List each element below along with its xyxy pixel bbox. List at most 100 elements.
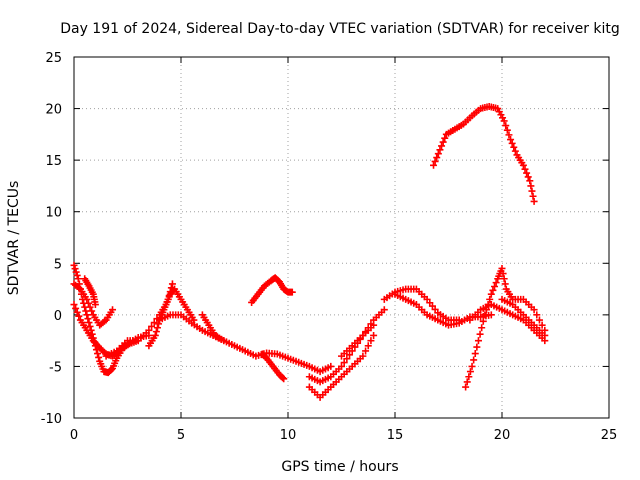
data-point [526, 177, 534, 185]
y-tick-label: 20 [45, 103, 62, 118]
x-tick-label: 5 [177, 428, 185, 443]
data-point [489, 286, 497, 294]
x-tick-label: 20 [494, 428, 511, 443]
data-point [434, 150, 442, 158]
data-point [507, 136, 515, 144]
y-tick-label: 5 [54, 257, 62, 272]
y-tick-label: 25 [45, 51, 62, 66]
data-point [476, 330, 484, 338]
data-point [481, 311, 489, 319]
data-point [500, 275, 508, 283]
data-point [83, 311, 91, 319]
data-point [486, 295, 494, 303]
data-point [73, 308, 81, 316]
data-point [73, 271, 81, 279]
series-track-11 [305, 331, 378, 401]
data-point [474, 337, 482, 345]
data-point [288, 288, 296, 296]
data-point [431, 157, 439, 165]
data-point [511, 147, 519, 155]
data-point [492, 279, 500, 287]
series-track-8 [198, 311, 228, 345]
data-point [535, 316, 543, 324]
data-point [370, 331, 378, 339]
series-track-13 [338, 321, 378, 360]
data-point [71, 265, 79, 273]
data-point [479, 317, 487, 325]
data-point [150, 319, 158, 327]
data-point [359, 352, 367, 360]
y-tick-label: 10 [45, 206, 62, 221]
data-point [505, 131, 513, 139]
data-point [468, 362, 476, 370]
data-point [439, 138, 447, 146]
y-tick-label: -5 [49, 360, 62, 375]
data-point [148, 322, 156, 330]
data-point [88, 307, 96, 315]
data-point [462, 383, 470, 391]
series-track-2 [70, 280, 117, 329]
data-point [487, 311, 495, 319]
data-point [528, 187, 536, 195]
data-point [85, 319, 93, 327]
plot-frame [73, 56, 610, 419]
data-point [86, 322, 94, 330]
data-point [74, 275, 82, 283]
data-points [70, 103, 549, 401]
series-track-19 [430, 103, 538, 205]
data-point [153, 324, 161, 332]
data-point [508, 139, 516, 147]
data-point [362, 347, 370, 355]
data-point [70, 261, 78, 269]
series-track-18 [498, 295, 549, 339]
data-point [501, 280, 509, 288]
data-point [327, 362, 335, 370]
data-point [499, 270, 507, 278]
data-point [498, 264, 506, 272]
data-point [86, 303, 94, 311]
data-point [70, 301, 78, 309]
data-point [346, 351, 354, 359]
y-tick-label: 0 [54, 309, 62, 324]
data-point [533, 311, 541, 319]
series-track-9 [258, 350, 288, 383]
y-tick-label: 15 [45, 154, 62, 169]
data-point [165, 292, 173, 300]
data-point [72, 268, 80, 276]
data-point [523, 169, 531, 177]
data-point [510, 143, 518, 151]
data-point [503, 126, 511, 134]
data-point [367, 337, 375, 345]
chart-title: Day 191 of 2024, Sidereal Day-to-day VTE… [60, 21, 620, 37]
x-tick-label: 0 [70, 428, 78, 443]
data-point [466, 368, 474, 376]
x-tick-label: 15 [387, 428, 404, 443]
series-track-16 [462, 264, 549, 391]
data-point [530, 197, 538, 205]
data-point [72, 304, 80, 312]
y-tick-label: -10 [41, 412, 62, 427]
data-point [364, 342, 372, 350]
data-point [151, 331, 159, 339]
data-point [164, 295, 172, 303]
data-point [519, 161, 527, 169]
data-point [502, 122, 510, 130]
data-point [338, 362, 345, 370]
data-point [168, 280, 176, 288]
data-point [530, 306, 538, 314]
series-track-14 [380, 285, 463, 324]
data-point [471, 350, 479, 358]
data-point [109, 306, 117, 314]
data-point [167, 284, 175, 292]
data-point [538, 321, 546, 329]
data-point [82, 307, 90, 315]
axes: 0 5 10 15 20 25 -10 -5 0 5 10 15 20 25 [41, 51, 618, 443]
data-point [83, 295, 91, 303]
data-point [487, 290, 495, 298]
data-point [430, 161, 438, 169]
data-point [491, 282, 499, 290]
series-track-10 [248, 274, 296, 306]
data-point [91, 301, 99, 309]
data-point [370, 321, 378, 329]
